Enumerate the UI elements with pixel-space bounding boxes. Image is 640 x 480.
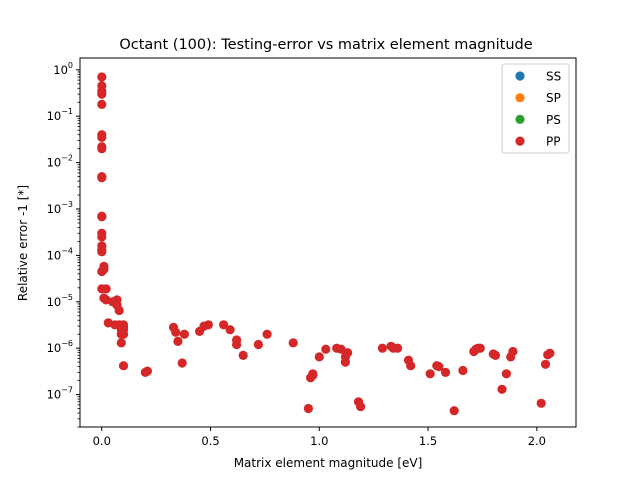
legend: SS SP PS PP	[501, 63, 570, 154]
data-point	[288, 338, 298, 348]
y-tick-label: 10−6	[47, 339, 73, 355]
data-point	[99, 264, 109, 274]
data-point	[171, 327, 181, 337]
legend-marker-ss	[515, 71, 525, 81]
data-point	[97, 247, 107, 257]
x-tick-label: 0.0	[93, 434, 111, 448]
y-axis-label: Relative error -1 [*]	[16, 185, 30, 301]
chart-title: Octant (100): Testing-error vs matrix el…	[119, 37, 532, 53]
y-tick-label: 10−3	[47, 200, 73, 216]
data-point	[434, 362, 444, 372]
data-point	[425, 369, 435, 379]
data-point	[219, 320, 229, 330]
data-point	[101, 284, 111, 294]
legend-marker-pp	[515, 136, 525, 146]
data-point	[475, 343, 485, 353]
legend-marker-ps	[515, 114, 525, 124]
x-axis-ticks: 0.0 0.5 1.0 1.5 2.0	[93, 427, 546, 448]
legend-label-sp: SP	[546, 91, 561, 105]
y-tick-label: 10−5	[47, 293, 73, 309]
data-point	[303, 403, 313, 414]
y-tick-label: 10−2	[47, 154, 73, 170]
data-point	[490, 350, 501, 360]
data-point	[393, 343, 403, 353]
y-tick-label: 100	[53, 61, 73, 77]
x-axis-label: Matrix element magnitude [eV]	[234, 456, 423, 470]
data-point	[97, 212, 107, 222]
data-point	[406, 361, 416, 371]
x-tick-label: 1.5	[419, 434, 437, 448]
y-axis-ticks: 10−7 10−6 10−5 10−4 10−3 10−2 10−1 100	[47, 61, 80, 428]
data-point	[356, 402, 366, 412]
plot-area-frame	[79, 57, 577, 428]
data-point	[308, 370, 318, 380]
series-pp	[97, 72, 555, 416]
x-tick-label: 1.0	[310, 434, 328, 448]
data-point	[118, 361, 129, 371]
data-point	[118, 325, 129, 335]
data-point	[545, 348, 555, 358]
legend-box	[501, 63, 570, 154]
data-point	[203, 320, 213, 330]
data-point	[536, 398, 546, 408]
data-point	[116, 338, 126, 348]
data-point	[238, 350, 248, 360]
data-point	[343, 348, 353, 358]
data-point	[179, 329, 189, 339]
legend-label-ps: PS	[546, 113, 561, 127]
data-point	[253, 339, 263, 350]
data-point	[142, 366, 152, 376]
legend-label-pp: PP	[546, 135, 560, 149]
data-point	[173, 336, 183, 346]
data-point	[314, 352, 324, 362]
legend-label-ss: SS	[546, 70, 561, 84]
legend-marker-sp	[515, 93, 525, 103]
x-tick-label: 0.5	[201, 434, 219, 448]
data-point	[508, 346, 518, 357]
data-point	[97, 72, 107, 82]
data-point	[97, 132, 107, 142]
data-point	[377, 343, 387, 353]
data-point	[449, 406, 459, 416]
data-point	[321, 344, 331, 354]
data-point	[501, 369, 511, 379]
data-point	[262, 329, 272, 339]
data-points	[97, 72, 555, 416]
data-point	[225, 325, 235, 335]
data-point	[114, 305, 124, 316]
x-tick-label: 2.0	[528, 434, 546, 448]
y-tick-label: 10−1	[47, 107, 73, 123]
data-point	[97, 232, 107, 242]
data-point	[97, 173, 107, 183]
data-point	[497, 384, 507, 394]
data-point	[232, 339, 242, 350]
data-point	[97, 89, 107, 99]
y-tick-label: 10−7	[47, 386, 73, 402]
data-point	[97, 144, 107, 154]
data-point	[97, 99, 107, 109]
data-point	[440, 367, 451, 377]
data-point	[540, 359, 551, 369]
y-tick-label: 10−4	[47, 246, 73, 262]
data-point	[177, 358, 187, 368]
data-point	[340, 357, 350, 367]
data-point	[458, 365, 468, 376]
